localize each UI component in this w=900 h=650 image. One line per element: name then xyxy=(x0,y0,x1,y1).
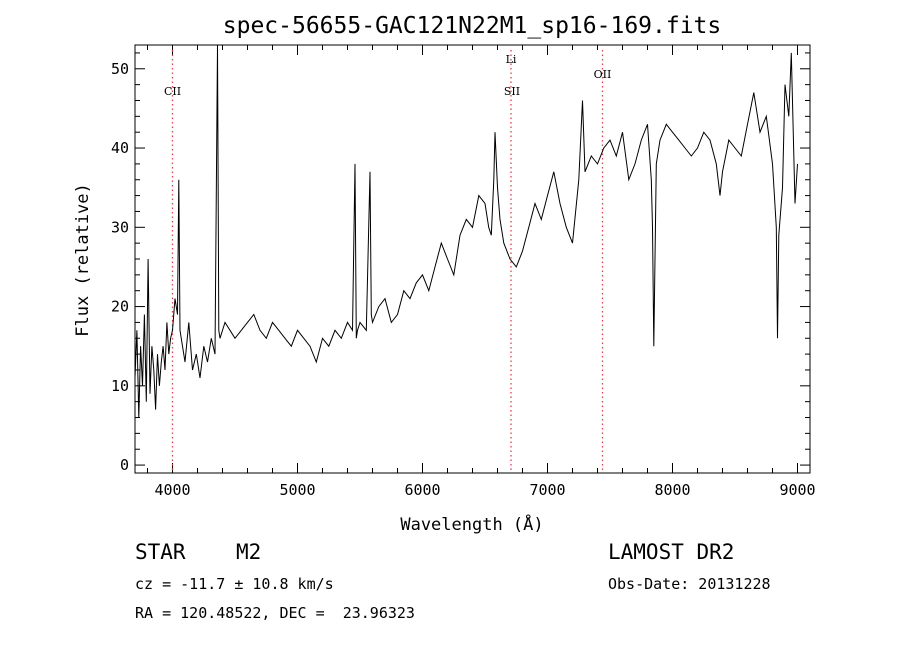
y-tick-label: 50 xyxy=(111,60,129,78)
y-tick-label: 40 xyxy=(111,139,129,157)
chart-title: spec-56655-GAC121N22M1_sp16-169.fits xyxy=(223,13,722,39)
x-tick-label: 9000 xyxy=(779,481,815,499)
x-axis-label: Wavelength (Å) xyxy=(400,513,543,535)
y-axis-label: Flux (relative) xyxy=(73,183,93,337)
object-class: STAR xyxy=(135,540,186,564)
spectral-line-label: SII xyxy=(504,85,520,98)
x-tick-label: 8000 xyxy=(654,481,690,499)
spectral-line-label: OII xyxy=(594,68,612,81)
survey-name: LAMOST DR2 xyxy=(608,540,735,564)
y-tick-label: 20 xyxy=(111,298,129,316)
x-tick-label: 6000 xyxy=(404,481,440,499)
x-tick-label: 4000 xyxy=(154,481,190,499)
y-tick-label: 10 xyxy=(111,377,129,395)
spectrum-line xyxy=(134,44,798,418)
sky-coordinates: RA = 120.48522, DEC = 23.96323 xyxy=(135,604,415,622)
x-tick-label: 5000 xyxy=(279,481,315,499)
object-subclass: M2 xyxy=(236,540,262,564)
y-tick-label: 30 xyxy=(111,218,129,236)
plot-frame xyxy=(134,44,811,474)
spectral-line-label: CII xyxy=(164,85,181,98)
redshift-cz: cz = -11.7 ± 10.8 km/s xyxy=(135,575,334,593)
observation-date: Obs-Date: 20131228 xyxy=(608,575,771,593)
y-tick-label: 0 xyxy=(120,456,129,474)
spectral-line-label: Li xyxy=(506,53,517,66)
x-tick-label: 7000 xyxy=(529,481,565,499)
